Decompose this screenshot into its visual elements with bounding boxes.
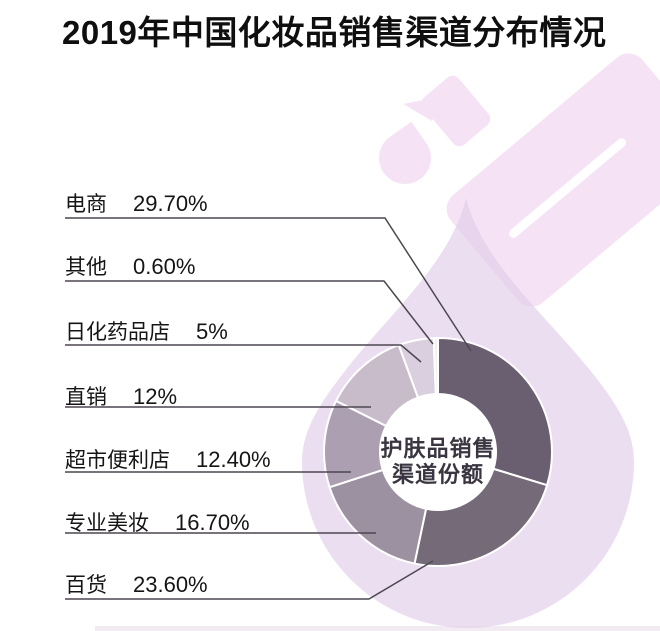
legend-value: 12% [133, 384, 178, 409]
center-label-line1: 护肤品销售 [380, 436, 495, 461]
leader-line-drugstore [65, 344, 422, 363]
legend-row-directsales: 直销 12% [65, 381, 177, 411]
donut-slice-0 [437, 336, 553, 487]
legend-row-ecommerce: 电商 29.70% [65, 188, 208, 218]
legend-row-probeauty: 专业美妆 16.70% [65, 507, 250, 537]
leader-line-other [65, 280, 434, 345]
legend-value: 0.60% [133, 254, 196, 279]
center-label-line2: 渠道份额 [392, 462, 484, 487]
legend-value: 16.70% [175, 510, 250, 535]
legend-value: 5% [196, 319, 228, 344]
legend-row-department: 百货 23.60% [65, 569, 208, 599]
legend-row-supermarket: 超市便利店 12.40% [65, 444, 271, 474]
legend-label: 日化药品店 [65, 321, 170, 344]
legend-row-other: 其他 0.60% [65, 251, 195, 281]
page-title: 2019年中国化妆品销售渠道分布情况 [62, 14, 607, 51]
legend-label: 超市便利店 [65, 449, 170, 472]
legend-label: 专业美妆 [65, 512, 149, 535]
legend-value: 29.70% [133, 191, 208, 216]
legend-value: 23.60% [133, 572, 208, 597]
legend-value: 12.40% [196, 447, 271, 472]
leader-line-department [65, 560, 434, 600]
legend-row-drugstore: 日化药品店 5% [65, 316, 228, 346]
legend-label: 百货 [65, 574, 107, 597]
bottom-decor-strip [95, 626, 660, 631]
leader-line-ecommerce [65, 217, 472, 352]
legend-label: 直销 [65, 386, 107, 409]
legend-label: 其他 [65, 256, 107, 279]
legend-label: 电商 [65, 193, 107, 216]
donut-center-circle [380, 394, 496, 510]
